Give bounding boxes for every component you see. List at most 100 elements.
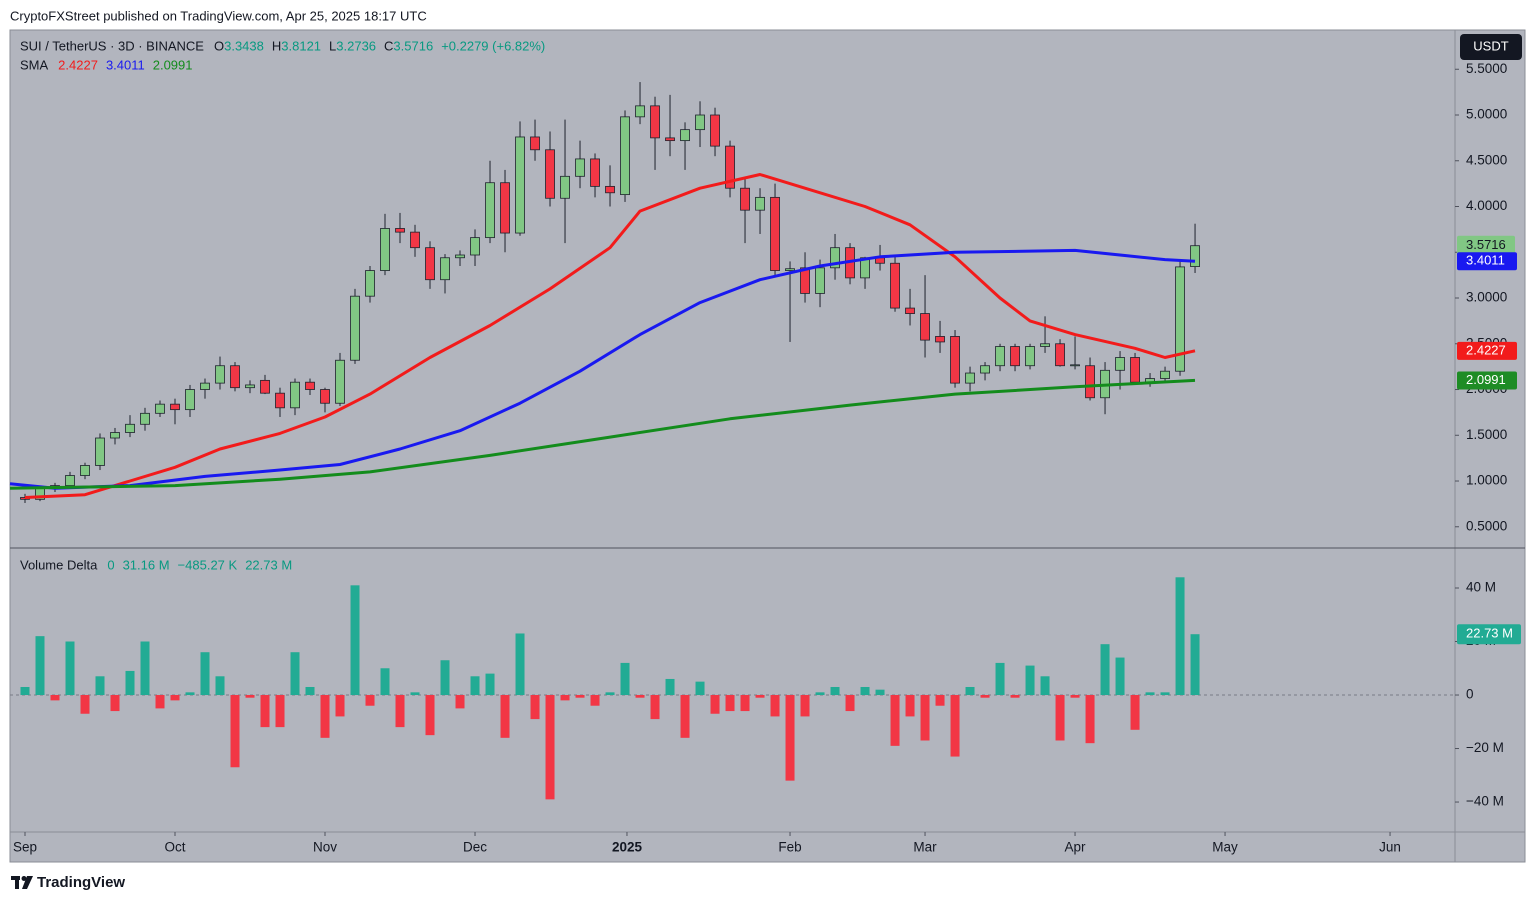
legend-text: 31.16 M xyxy=(123,557,170,572)
volume-bar xyxy=(470,676,480,696)
candle-body xyxy=(455,254,465,259)
candle-body xyxy=(185,389,195,411)
candle-body xyxy=(170,403,180,411)
sma-badge-label: 2.4227 xyxy=(1466,342,1506,357)
volume-bar xyxy=(395,695,405,728)
x-tick-label: 2025 xyxy=(612,840,643,855)
volume-bar xyxy=(500,695,510,738)
candle-body xyxy=(155,403,165,414)
volume-bar xyxy=(890,695,900,746)
y-tick-label: 40 M xyxy=(1466,580,1496,595)
y-tick-label: 1.5000 xyxy=(1466,427,1507,442)
sma-line xyxy=(9,378,1196,490)
y-tick-label: −20 M xyxy=(1466,740,1504,755)
candle-body xyxy=(1160,370,1170,379)
candle-body xyxy=(1010,346,1020,367)
candle-body xyxy=(905,307,915,314)
volume-bar xyxy=(200,652,210,696)
candle-body xyxy=(815,267,825,294)
candle-body xyxy=(425,247,435,281)
candle-body xyxy=(515,136,525,234)
x-tick-label: Dec xyxy=(463,840,487,855)
candle-body xyxy=(1115,357,1125,371)
legend-text: Volume Delta xyxy=(20,557,98,572)
candle-body xyxy=(665,137,675,142)
legend-text: 3.2736 xyxy=(336,38,376,53)
volume-bar xyxy=(230,695,240,768)
volume-bar xyxy=(935,695,945,706)
legend-text: 3.8121 xyxy=(281,38,321,53)
candle-body xyxy=(530,136,540,151)
candle-body xyxy=(1025,346,1035,367)
volume-bar xyxy=(980,695,990,698)
volume-bar xyxy=(290,652,300,696)
legend-text: 3.4011 xyxy=(106,57,145,72)
volume-bar xyxy=(410,692,420,696)
legend-text: 2.0991 xyxy=(153,57,193,72)
sma-line xyxy=(24,173,1196,499)
volume-bar xyxy=(380,668,390,696)
legend-text: +0.2279 (+6.82%) xyxy=(441,38,545,53)
volume-badge xyxy=(1457,624,1521,645)
candle-body xyxy=(605,185,615,194)
candle-body xyxy=(260,379,270,394)
legend-text: −485.27 K xyxy=(178,557,238,572)
legend-text: SMA xyxy=(20,57,49,72)
volume-bar xyxy=(1070,695,1080,698)
legend-text: SUI / TetherUS · 3D · BINANCE xyxy=(20,38,204,53)
candle-body xyxy=(590,158,600,187)
candle-body xyxy=(1085,365,1095,399)
candle-body xyxy=(1055,343,1065,367)
candle-body xyxy=(575,158,585,177)
y-tick-label: 5.5000 xyxy=(1466,61,1507,76)
candle-body xyxy=(380,228,390,271)
volume-bar xyxy=(695,681,705,696)
legend-text: H xyxy=(272,38,281,53)
candle-body xyxy=(200,382,210,390)
candle-body xyxy=(725,145,735,189)
volume-bar xyxy=(350,585,360,696)
volume-bar xyxy=(245,695,255,698)
volume-bar xyxy=(770,695,780,717)
volume-bar xyxy=(860,686,870,696)
volume-bar xyxy=(185,692,195,696)
candle-body xyxy=(110,432,120,439)
x-tick-label: Feb xyxy=(778,840,801,855)
candle-body xyxy=(890,262,900,309)
volume-bar xyxy=(710,695,720,714)
sma-badge-label: 3.4011 xyxy=(1466,253,1505,268)
candle-body xyxy=(950,336,960,384)
volume-bar xyxy=(50,695,60,701)
candle-body xyxy=(620,116,630,196)
tradingview-logo xyxy=(11,876,33,889)
y-tick-label: 0.5000 xyxy=(1466,518,1507,533)
candle-body xyxy=(245,384,255,389)
candle-body xyxy=(560,175,570,199)
volume-bar xyxy=(725,695,735,712)
candle-body xyxy=(545,149,555,199)
candle-body xyxy=(980,365,990,374)
currency-button[interactable] xyxy=(1460,34,1522,60)
volume-bar xyxy=(740,695,750,712)
candle-body xyxy=(1040,343,1050,347)
x-tick-label: Apr xyxy=(1065,840,1087,855)
volume-bar xyxy=(1190,634,1200,696)
candle-body xyxy=(650,105,660,139)
volume-bar xyxy=(785,695,795,781)
candle-body xyxy=(1190,245,1200,267)
volume-bar xyxy=(275,695,285,728)
x-tick-label: Mar xyxy=(913,840,937,855)
sma-badge-label: 2.0991 xyxy=(1466,372,1506,387)
candle-body xyxy=(65,475,75,486)
currency-label[interactable]: USDT xyxy=(1473,38,1508,53)
candle-body xyxy=(1070,364,1080,367)
y-tick-label: 3.0000 xyxy=(1466,290,1507,305)
volume-bar xyxy=(440,660,450,696)
candle-body xyxy=(125,423,135,433)
volume-bar xyxy=(605,692,615,696)
volume-bar xyxy=(35,636,45,696)
x-tick-label: Sep xyxy=(13,840,37,855)
volume-bar xyxy=(1025,665,1035,696)
